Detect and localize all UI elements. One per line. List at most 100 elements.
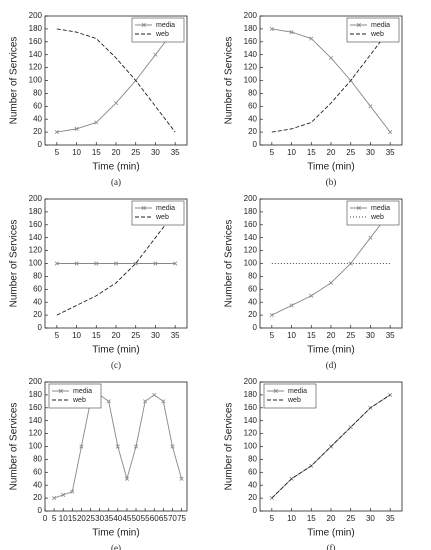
x-tick-label: 70 [168,514,177,523]
marker [289,30,294,35]
x-tick-label: 30 [366,148,375,157]
x-tick-label: 35 [386,331,395,340]
marker [368,235,373,240]
x-tick-label: 20 [327,514,336,523]
y-tick-label: 200 [244,11,258,20]
marker [153,261,158,266]
marker [79,444,84,449]
legend-box [131,200,185,226]
legend-label: web [72,397,86,404]
y-tick-label: 0 [253,506,258,515]
y-tick-label: 140 [29,50,43,59]
legend-marker [58,388,63,394]
x-tick-label: 15 [307,514,316,523]
caption: (c) [111,360,121,370]
x-tick-label: 5 [270,331,275,340]
y-tick-label: 180 [29,390,43,399]
y-tick-label: 140 [29,233,43,242]
y-tick-label: 180 [244,390,258,399]
x-tick-label: 60 [150,514,159,523]
series-line [271,28,391,133]
x-axis-label: Time (min) [307,345,354,356]
y-tick-label: 80 [248,455,257,464]
y-tick-label: 20 [33,127,42,136]
y-tick-label: 100 [29,76,43,85]
x-tick-label: 75 [177,514,186,523]
legend-marker [141,22,146,28]
y-tick-label: 40 [248,297,257,306]
caption: (b) [326,177,337,187]
y-tick-label: 20 [248,127,257,136]
legend-box [346,200,400,226]
y-tick-label: 40 [33,114,42,123]
y-axis-label: Number of Services [9,220,20,308]
y-tick-label: 20 [248,310,257,319]
x-tick-label: 20 [112,148,121,157]
x-tick-label: 20 [112,331,121,340]
x-tick-label: 15 [307,148,316,157]
y-tick-label: 100 [244,76,258,85]
panel: 0 20 40 60 80 100 120 140 160 180 200 5 10 15 20 25 30 35… [9,194,188,370]
legend-label: web [370,31,384,38]
marker [328,55,334,61]
legend-marker [356,205,361,211]
marker [124,476,130,481]
y-tick-label: 140 [244,50,258,59]
y-tick-label: 60 [33,467,42,476]
y-tick-label: 140 [244,233,258,242]
marker [170,444,175,449]
y-tick-label: 80 [248,272,257,281]
x-tick-label: 10 [287,331,296,340]
y-tick-label: 120 [29,63,43,72]
series-line [56,28,176,133]
x-tick-label: 25 [131,331,140,340]
marker [309,293,314,298]
series-line [271,211,391,316]
x-tick-label: 30 [151,148,160,157]
y-tick-label: 40 [248,480,257,489]
marker [289,303,294,308]
legend-marker [356,22,361,28]
marker [368,104,373,109]
y-tick-label: 100 [29,259,43,268]
y-tick-label: 200 [29,11,43,20]
y-tick-label: 20 [248,493,257,502]
y-tick-label: 180 [29,24,43,33]
y-tick-label: 180 [244,207,258,216]
y-axis-label: Number of Services [224,403,235,491]
panel: 0 20 40 60 80 100 120 140 160 180 200 5 10 15 20 25 30 35… [224,377,403,550]
y-tick-label: 180 [244,24,258,33]
marker [94,261,99,266]
y-tick-label: 200 [244,194,258,203]
marker [173,261,178,266]
legend-marker [273,388,278,394]
caption: (a) [111,177,121,187]
y-tick-label: 60 [33,284,42,293]
x-tick-label: 35 [171,331,180,340]
y-tick-label: 100 [244,442,258,451]
y-tick-label: 120 [29,429,43,438]
marker [153,52,158,57]
x-axis-label: Time (min) [307,162,354,173]
marker [388,392,393,397]
x-tick-label: 25 [346,514,355,523]
y-tick-label: 140 [244,416,258,425]
y-tick-label: 0 [253,323,258,332]
marker [106,399,111,404]
x-axis-label: Time (min) [92,345,139,356]
y-tick-label: 120 [29,246,43,255]
marker [52,496,57,501]
x-tick-label: 5 [55,331,60,340]
y-tick-label: 180 [29,207,43,216]
x-tick-label: 15 [68,514,77,523]
x-tick-label: 25 [131,148,140,157]
x-tick-label: 40 [113,514,122,523]
marker [328,280,334,285]
series-line [56,211,176,316]
y-tick-label: 200 [244,377,258,386]
x-tick-label: 15 [92,331,101,340]
marker [179,476,184,481]
y-tick-label: 120 [244,246,258,255]
x-tick-label: 10 [59,514,68,523]
